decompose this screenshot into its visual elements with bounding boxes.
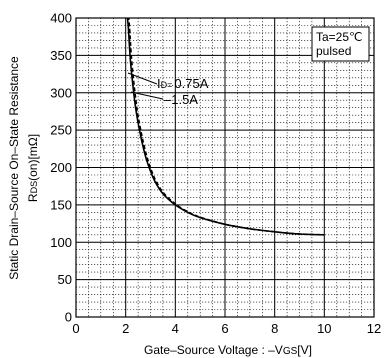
y-tick-label: 200: [50, 160, 72, 175]
y-tick-label: 50: [58, 272, 72, 287]
y-tick-label: 100: [50, 235, 72, 250]
plot-frame: [75, 17, 375, 318]
x-tick-label: 2: [122, 321, 129, 336]
y-axis-label-line2: RDS(on)[mΩ]: [26, 134, 40, 202]
y-axis-label-suffix: (on)[mΩ]: [26, 134, 40, 181]
series-line-0: [126, 18, 325, 236]
x-tick-labels: 0 2 4 6 8 10 12: [72, 321, 381, 336]
y-tick-label: 400: [50, 11, 72, 26]
y-axis-label-sub: DS: [29, 181, 39, 194]
series-line-1: [127, 18, 325, 236]
y-tick-label: 300: [50, 85, 72, 100]
x-tick-label: 0: [72, 321, 79, 336]
annotation-pulsed: pulsed: [316, 44, 351, 58]
x-axis-label-sub: GS: [283, 346, 298, 357]
y-tick-label: 350: [50, 48, 72, 63]
legend-pointer-1: [130, 91, 164, 100]
legend-pointer-0: [127, 72, 158, 85]
major-gridlines: [76, 18, 374, 317]
y-tick-labels: 0 50 100 150 200 250 300 350 400: [50, 11, 72, 325]
legend-label-0: ID= 0.75A: [157, 76, 209, 91]
x-axis-label-suffix: [V]: [297, 343, 312, 357]
x-tick-label: 10: [317, 321, 331, 336]
legend-label-0-value: 0.75A: [174, 76, 208, 91]
annotation-box: [311, 26, 370, 62]
x-tick-label: 6: [221, 321, 228, 336]
y-tick-label: 0: [65, 310, 72, 325]
x-tick-label: 4: [172, 321, 179, 336]
y-tick-label: 150: [50, 197, 72, 212]
annotation-temperature: Ta=25℃: [316, 30, 363, 44]
x-axis-label: Gate–Source Voltage : –VGS[V]: [144, 343, 312, 357]
y-tick-label: 250: [50, 123, 72, 138]
x-tick-label: 8: [271, 321, 278, 336]
legend-label-1: –1.5A: [164, 92, 198, 107]
y-axis-label-line1: Static Drain–Source On–State Resistance: [7, 56, 21, 280]
y-axis-label-prefix: R: [26, 193, 40, 202]
legend-label-0-prefix: I: [157, 76, 161, 91]
x-tick-label: 12: [367, 321, 381, 336]
series-layer: [126, 18, 325, 236]
legend-label-0-sub: D=: [161, 80, 173, 90]
x-axis-label-prefix: Gate–Source Voltage : –V: [144, 343, 283, 357]
